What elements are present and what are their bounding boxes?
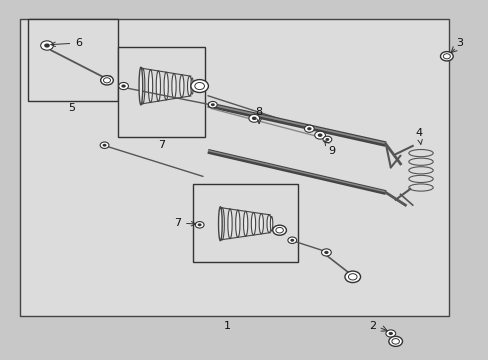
Circle shape [194, 82, 204, 90]
Ellipse shape [187, 76, 191, 96]
Circle shape [317, 134, 322, 137]
Circle shape [195, 222, 203, 228]
Circle shape [385, 330, 395, 337]
Circle shape [443, 54, 449, 59]
Text: 1: 1 [224, 321, 230, 331]
Ellipse shape [259, 214, 263, 234]
Circle shape [321, 249, 330, 256]
Ellipse shape [251, 212, 255, 235]
Circle shape [248, 114, 259, 122]
Circle shape [324, 251, 328, 254]
Ellipse shape [163, 72, 168, 100]
Circle shape [101, 76, 113, 85]
Ellipse shape [156, 71, 160, 101]
Circle shape [121, 85, 125, 87]
Circle shape [102, 144, 106, 147]
Circle shape [208, 102, 217, 108]
Text: 4: 4 [415, 129, 422, 144]
Ellipse shape [190, 78, 193, 94]
Ellipse shape [148, 69, 152, 103]
Ellipse shape [270, 216, 272, 231]
Circle shape [44, 44, 50, 48]
Circle shape [440, 51, 452, 61]
Ellipse shape [179, 75, 183, 97]
Circle shape [290, 239, 294, 242]
Circle shape [348, 274, 356, 280]
Ellipse shape [235, 210, 240, 238]
Circle shape [41, 41, 53, 50]
Circle shape [325, 138, 329, 141]
Circle shape [197, 223, 201, 226]
Circle shape [306, 127, 311, 130]
Bar [20, 19, 448, 316]
Circle shape [388, 336, 402, 346]
Bar [193, 184, 298, 262]
Circle shape [344, 271, 360, 283]
Circle shape [388, 332, 392, 335]
Text: 5: 5 [68, 103, 75, 113]
Circle shape [304, 125, 314, 132]
Text: 7: 7 [174, 218, 195, 228]
Text: 6: 6 [51, 38, 82, 48]
Text: 2: 2 [368, 321, 375, 331]
Ellipse shape [218, 207, 222, 241]
Circle shape [287, 237, 296, 243]
Circle shape [119, 82, 128, 90]
Bar [118, 47, 205, 137]
Text: 3: 3 [456, 38, 463, 48]
Circle shape [272, 225, 286, 235]
Circle shape [100, 142, 109, 148]
Ellipse shape [220, 208, 224, 240]
Ellipse shape [171, 73, 176, 99]
Circle shape [190, 80, 208, 93]
Circle shape [323, 136, 331, 143]
Text: 7: 7 [158, 140, 165, 150]
Circle shape [210, 103, 214, 106]
Text: 8: 8 [255, 107, 262, 123]
Circle shape [275, 228, 283, 233]
Circle shape [251, 117, 256, 120]
Ellipse shape [243, 211, 247, 236]
Text: 9: 9 [324, 141, 335, 156]
Bar [27, 19, 118, 101]
Ellipse shape [227, 209, 232, 239]
Circle shape [391, 339, 399, 344]
Ellipse shape [140, 68, 144, 104]
Circle shape [314, 131, 325, 139]
Circle shape [103, 78, 110, 83]
Ellipse shape [266, 215, 271, 233]
Ellipse shape [139, 67, 142, 105]
